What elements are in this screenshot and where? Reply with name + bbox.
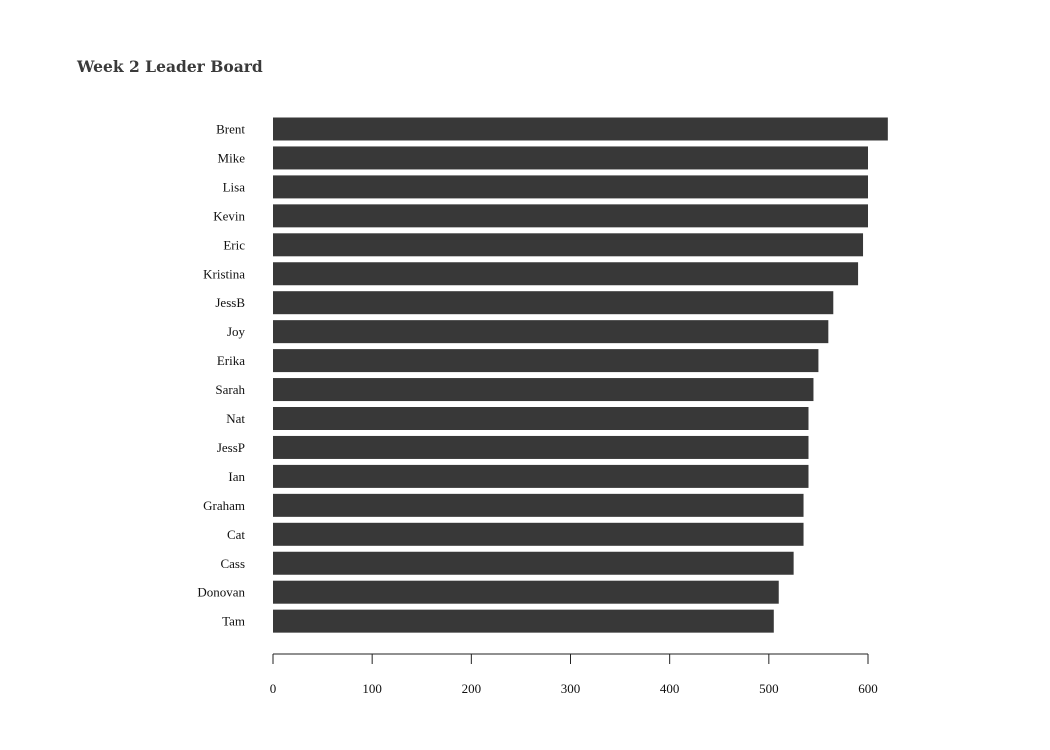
category-label-graham: Graham [203,498,245,513]
bar-erika [273,349,819,373]
chart-title: Week 2 Leader Board [77,57,263,76]
bar-graham [273,493,804,517]
category-label-donovan: Donovan [197,585,245,600]
bar-brent [273,117,888,141]
bar-cass [273,551,794,575]
bar-jessb [273,291,834,315]
bar-sarah [273,378,814,402]
x-tick-label-500: 500 [759,681,779,696]
category-label-cass: Cass [220,556,245,571]
category-label-tam: Tam [222,614,245,629]
category-label-erika: Erika [217,353,245,368]
x-tick-label-300: 300 [561,681,581,696]
x-axis: 0 100 200 300 400 500 600 [270,653,878,696]
bars-group [273,117,888,633]
category-label-jessb: JessB [215,295,245,310]
category-label-cat: Cat [227,527,245,542]
bar-joy [273,320,829,344]
x-tick-label-200: 200 [462,681,482,696]
bar-donovan [273,580,779,604]
bar-eric [273,233,864,257]
category-label-lisa: Lisa [223,179,246,194]
category-label-kristina: Kristina [203,266,245,281]
bar-cat [273,522,804,546]
category-label-mike: Mike [218,150,246,165]
category-label-kevin: Kevin [213,208,245,223]
x-tick-label-400: 400 [660,681,680,696]
category-label-eric: Eric [223,237,245,252]
bar-jessp [273,435,809,459]
bar-ian [273,464,809,488]
bar-mike [273,146,868,170]
bar-kevin [273,204,868,228]
category-label-jessp: JessP [217,440,245,455]
category-label-brent: Brent [216,122,245,137]
bar-kristina [273,262,859,286]
x-tick-label-0: 0 [270,681,277,696]
bar-lisa [273,175,868,199]
bar-tam [273,609,774,633]
category-label-sarah: Sarah [215,382,245,397]
category-label-joy: Joy [227,324,246,339]
x-tick-label-600: 600 [858,681,878,696]
category-label-nat: Nat [226,411,245,426]
category-label-ian: Ian [228,469,245,484]
category-labels: Brent Mike Lisa Kevin Eric Kristina JessB Joy Er… [197,122,245,629]
bar-nat [273,407,809,430]
x-tick-label-100: 100 [362,681,382,696]
